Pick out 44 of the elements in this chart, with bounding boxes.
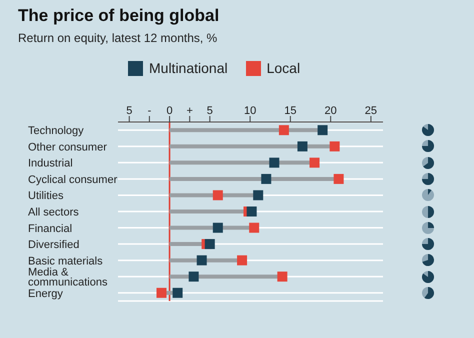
y-tick-label: Industrial [28,158,73,170]
point [246,206,257,216]
x-tick-label: 15 [284,105,296,117]
point [196,255,207,266]
point [188,272,199,282]
chart-title: The price of being global [18,6,220,26]
y-tick-label: Other consumer [28,141,108,154]
y-tick-label: Basic materials [28,255,104,268]
x-tick-label: + [186,105,193,117]
point [204,239,215,250]
x-tick-label: 5 [206,105,213,117]
point [310,158,320,168]
x-tick-label: 10 [244,105,256,117]
point [334,174,344,184]
point [249,222,260,233]
x-tick-label: 25 [364,105,378,117]
x-tick-label: 20 [324,105,337,117]
legend-label: Local [266,60,300,76]
legend-label: Multinational [149,60,228,76]
x-tick-label: 0 [166,105,173,117]
point [237,255,248,266]
point [269,158,280,168]
x-tick-label: - [148,105,152,117]
point [156,288,166,298]
chart-subtitle: Return on equity, latest 12 months, % [18,31,218,45]
point [318,125,328,136]
y-tick-label: All sectors [28,206,80,218]
point [253,190,264,200]
y-tick-label: Diversified [28,239,80,252]
y-tick-label: Energy [28,288,64,300]
point [278,125,289,136]
point [330,141,340,152]
y-tick-label: Technology [28,125,84,138]
point [172,288,183,298]
y-tick-label: Utilities [28,190,64,202]
y-tick-label: Cyclical consumer [28,174,118,186]
point [277,272,288,282]
x-tick-label: 5 [126,105,132,117]
y-tick-label: Financial [28,222,72,235]
point [297,141,308,152]
y-tick-label: Media & communications [28,266,108,289]
point [261,174,272,184]
point [212,222,223,233]
point [212,190,223,200]
